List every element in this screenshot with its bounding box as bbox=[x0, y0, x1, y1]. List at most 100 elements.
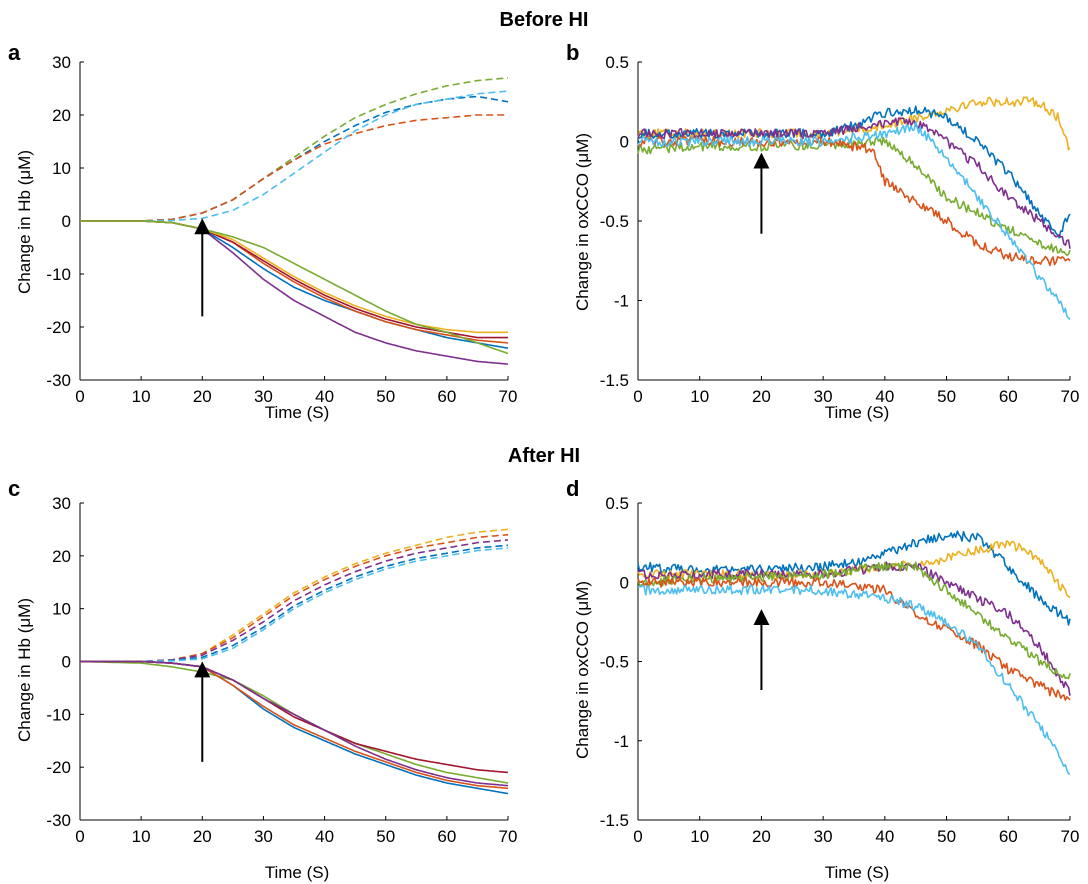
x-tick-label: 0 bbox=[633, 387, 642, 406]
series-line bbox=[80, 220, 509, 365]
y-tick-label: 0 bbox=[620, 133, 629, 152]
y-tick-label: 30 bbox=[52, 494, 71, 513]
x-tick-label: 50 bbox=[376, 827, 395, 846]
y-axis-label: Change in oxCCO (μM) bbox=[573, 133, 592, 311]
panel-letter: d bbox=[566, 476, 579, 501]
x-axis-label: Time (S) bbox=[265, 863, 330, 882]
series-line bbox=[80, 660, 509, 787]
y-tick-label: -0.5 bbox=[600, 212, 629, 231]
series-line bbox=[637, 530, 1071, 626]
series-line-dashed bbox=[80, 544, 509, 663]
panel-letter: c bbox=[8, 476, 20, 501]
panel-letter: a bbox=[8, 40, 21, 65]
series-line bbox=[80, 660, 509, 774]
x-tick-label: 30 bbox=[254, 827, 273, 846]
y-tick-label: -1.5 bbox=[600, 371, 629, 390]
x-tick-label: 40 bbox=[875, 827, 894, 846]
panel-a: a 0 10 20 30 40 50 60 70 -30 -20 -10 0 10 20 30 Time (… bbox=[8, 40, 517, 422]
x-tick-label: 70 bbox=[1061, 387, 1080, 406]
x-tick-label: 70 bbox=[1061, 827, 1080, 846]
y-tick-label: 10 bbox=[52, 600, 71, 619]
x-tick-label: 20 bbox=[752, 827, 771, 846]
y-tick-label: -10 bbox=[46, 705, 71, 724]
y-tick-label: -1 bbox=[614, 292, 629, 311]
panel-b: b 0 10 20 30 40 50 60 70 -1.5 -1 -0.5 0 0.5 Time (S)… bbox=[566, 40, 1079, 422]
y-tick-label: 30 bbox=[52, 53, 71, 72]
x-tick-label: 70 bbox=[499, 387, 518, 406]
y-tick-label: 0 bbox=[62, 212, 71, 231]
y-tick-label: 20 bbox=[52, 106, 71, 125]
x-tick-label: 20 bbox=[193, 827, 212, 846]
series-line-dashed bbox=[80, 539, 509, 663]
x-tick-label: 10 bbox=[690, 387, 709, 406]
y-tick-label: 20 bbox=[52, 547, 71, 566]
series-line bbox=[80, 220, 509, 355]
x-tick-label: 70 bbox=[499, 827, 518, 846]
plot-area: 0 10 20 30 40 50 60 70 -1.5 -1 -0.5 0 0.5 bbox=[600, 494, 1080, 846]
group-title-before: Before HI bbox=[500, 9, 589, 31]
x-tick-label: 0 bbox=[75, 387, 84, 406]
series-line bbox=[80, 220, 509, 344]
series-line bbox=[637, 584, 1071, 775]
x-tick-label: 40 bbox=[315, 387, 334, 406]
series-line bbox=[80, 660, 509, 795]
x-tick-label: 10 bbox=[132, 387, 151, 406]
y-tick-label: -20 bbox=[46, 758, 71, 777]
group-title-after: After HI bbox=[508, 445, 580, 467]
x-tick-label: 50 bbox=[376, 387, 395, 406]
series-line bbox=[80, 220, 508, 339]
x-tick-label: 40 bbox=[875, 387, 894, 406]
plot-area: 0 10 20 30 40 50 60 70 -30 -20 -10 0 10 20 30 bbox=[46, 53, 517, 406]
x-tick-label: 50 bbox=[937, 827, 956, 846]
y-tick-label: -1 bbox=[614, 732, 629, 751]
y-axis-label: Change in Hb (μM) bbox=[15, 598, 34, 742]
y-axis-label: Change in Hb (μM) bbox=[15, 150, 34, 294]
y-tick-label: -1.5 bbox=[600, 811, 629, 830]
y-axis-label: Change in oxCCO (μM) bbox=[573, 581, 592, 759]
y-tick-label: -10 bbox=[46, 265, 71, 284]
y-tick-label: 0.5 bbox=[605, 53, 629, 72]
y-tick-label: -0.5 bbox=[600, 653, 629, 672]
y-tick-label: -30 bbox=[46, 371, 71, 390]
x-axis-label: Time (S) bbox=[825, 863, 890, 882]
panel-d: d 0 10 20 30 40 50 60 70 -1.5 -1 -0.5 0 0.5 Time (S)… bbox=[566, 476, 1079, 882]
x-tick-label: 0 bbox=[633, 827, 642, 846]
x-tick-label: 10 bbox=[690, 827, 709, 846]
x-axis-label: Time (S) bbox=[265, 403, 330, 422]
x-axis-label: Time (S) bbox=[825, 403, 890, 422]
series-line-dashed bbox=[80, 90, 509, 222]
series-line-dashed bbox=[80, 95, 509, 222]
series-line bbox=[637, 136, 1071, 256]
x-tick-label: 30 bbox=[254, 387, 273, 406]
x-tick-label: 10 bbox=[132, 827, 151, 846]
x-tick-label: 30 bbox=[814, 387, 833, 406]
series-line bbox=[80, 660, 509, 790]
panel-c: c 0 10 20 30 40 50 60 70 -30 -20 -10 0 10 20 30 Time (… bbox=[8, 476, 517, 882]
y-tick-label: 0 bbox=[62, 653, 71, 672]
plot-area: 0 10 20 30 40 50 60 70 -30 -20 -10 0 10 20 30 bbox=[46, 494, 517, 846]
x-tick-label: 20 bbox=[193, 387, 212, 406]
x-tick-label: 0 bbox=[75, 827, 84, 846]
series-line bbox=[637, 136, 1071, 267]
x-tick-label: 30 bbox=[814, 827, 833, 846]
plot-area: 0 10 20 30 40 50 60 70 -1.5 -1 -0.5 0 0.5 bbox=[600, 53, 1080, 406]
y-tick-label: 0 bbox=[620, 573, 629, 592]
y-tick-label: -30 bbox=[46, 811, 71, 830]
series-line-dashed bbox=[80, 114, 508, 222]
series-line bbox=[637, 560, 1071, 680]
y-tick-label: 10 bbox=[52, 159, 71, 178]
y-tick-label: -20 bbox=[46, 318, 71, 337]
series-line-dashed bbox=[80, 547, 509, 663]
x-tick-label: 60 bbox=[437, 387, 456, 406]
series-line bbox=[637, 120, 1071, 320]
series-line bbox=[637, 117, 1071, 249]
x-tick-label: 40 bbox=[315, 827, 334, 846]
x-tick-label: 50 bbox=[937, 387, 956, 406]
y-tick-label: 0.5 bbox=[605, 494, 629, 513]
series-line bbox=[80, 220, 508, 334]
x-tick-label: 60 bbox=[437, 827, 456, 846]
series-line-dashed bbox=[80, 77, 509, 222]
x-tick-label: 60 bbox=[999, 827, 1018, 846]
x-tick-label: 20 bbox=[752, 387, 771, 406]
